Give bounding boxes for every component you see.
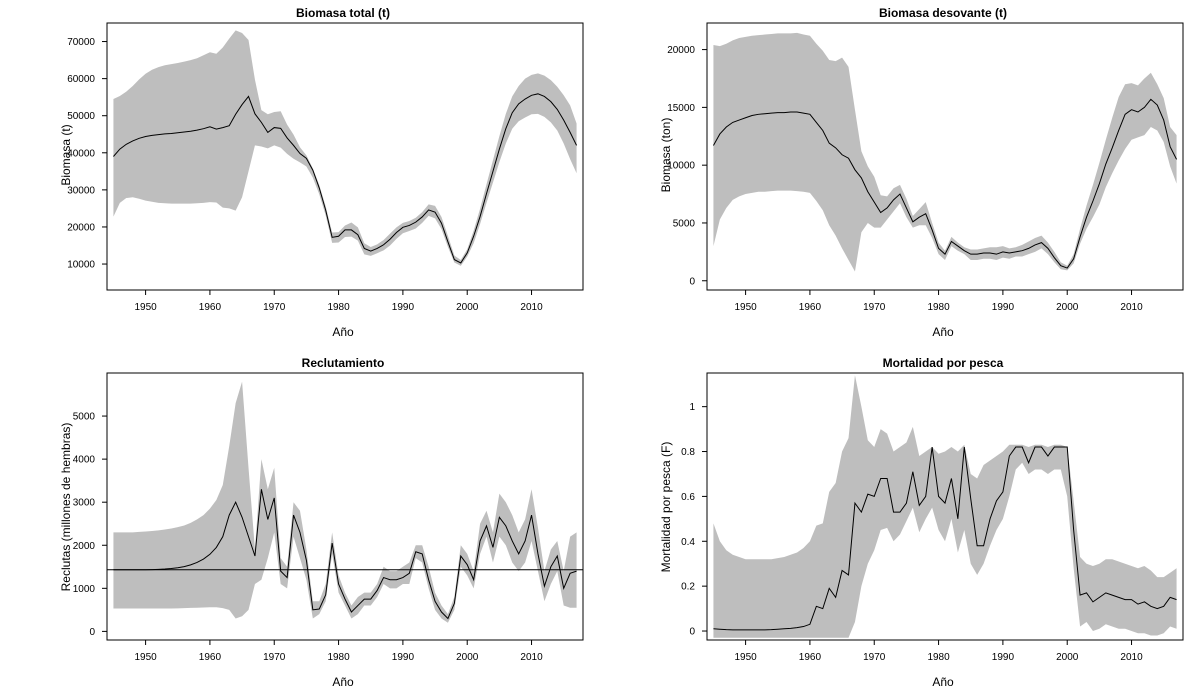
confidence-band — [713, 32, 1177, 272]
x-tick-label: 2000 — [1056, 652, 1079, 663]
plot-frame — [106, 372, 584, 641]
y-tick-label: 1000 — [73, 584, 96, 595]
panel-title: Biomasa total (t) — [296, 6, 390, 20]
y-tick-label: 40000 — [67, 148, 95, 159]
y-tick-label: 0.8 — [681, 447, 695, 458]
y-tick-label: 1 — [689, 402, 695, 413]
y-axis: 0 5000 10000 15000 20000 — [667, 45, 707, 287]
x-tick-label: 1950 — [134, 302, 157, 313]
plot-area — [113, 30, 578, 266]
plot-area — [713, 375, 1177, 638]
x-tick-label: 2000 — [456, 652, 479, 663]
y-axis-label: Reclutas (millones de hembras) — [59, 423, 73, 592]
plot-area — [712, 32, 1178, 272]
y-tick-label: 60000 — [67, 74, 95, 85]
x-axis-label: Año — [332, 325, 354, 339]
x-tick-label: 2010 — [520, 302, 543, 313]
x-tick-label: 1950 — [734, 302, 757, 313]
y-tick-label: 0.2 — [681, 582, 695, 593]
y-tick-label: 0 — [689, 276, 695, 287]
x-tick-label: 1990 — [992, 652, 1015, 663]
y-axis-label: Biomasa (ton) — [659, 118, 673, 193]
plot-frame — [706, 372, 1184, 641]
panel-title: Mortalidad por pesca — [883, 356, 1004, 370]
x-axis: 1950 1960 1970 1980 1990 2000 2010 — [734, 640, 1143, 663]
x-tick-label: 1990 — [392, 652, 415, 663]
panel-mortalidad-por-pesca: Mortalidad por pesca Año Mortalidad por … — [659, 356, 1184, 689]
x-axis-label: Año — [332, 675, 354, 689]
x-tick-label: 1950 — [734, 652, 757, 663]
confidence-band — [713, 375, 1177, 638]
x-tick-label: 2000 — [1056, 302, 1079, 313]
x-tick-label: 1970 — [863, 652, 886, 663]
x-tick-label: 1980 — [327, 652, 350, 663]
y-tick-label: 0.4 — [681, 537, 695, 548]
y-axis-label: Biomasa (t) — [59, 124, 73, 185]
x-tick-label: 1960 — [199, 652, 222, 663]
y-tick-label: 2000 — [73, 541, 96, 552]
x-tick-label: 1970 — [863, 302, 886, 313]
x-tick-label: 2000 — [456, 302, 479, 313]
plot-area — [107, 381, 583, 623]
x-tick-label: 1980 — [327, 302, 350, 313]
x-tick-label: 2010 — [1120, 652, 1143, 663]
panel-title: Biomasa desovante (t) — [879, 6, 1007, 20]
x-axis: 1950 1960 1970 1980 1990 2000 2010 — [134, 640, 543, 663]
panel-reclutamiento: Reclutamiento Año Reclutas (millones de … — [59, 356, 584, 689]
x-tick-label: 1970 — [263, 652, 286, 663]
y-tick-label: 10000 — [667, 161, 695, 172]
y-tick-label: 5000 — [73, 412, 96, 423]
y-tick-label: 0.6 — [681, 492, 695, 503]
estimate-line — [713, 446, 1177, 631]
x-tick-label: 1960 — [799, 652, 822, 663]
x-tick-label: 2010 — [1120, 302, 1143, 313]
estimate-line — [113, 489, 577, 620]
y-tick-label: 20000 — [67, 222, 95, 233]
confidence-band — [113, 30, 577, 266]
x-tick-label: 1980 — [927, 302, 950, 313]
y-axis-label: Mortalidad por pesca (F) — [659, 442, 673, 573]
y-axis: 10000 20000 30000 40000 50000 60000 70000 — [67, 37, 107, 271]
x-tick-label: 1990 — [392, 302, 415, 313]
x-tick-label: 1980 — [927, 652, 950, 663]
y-tick-label: 50000 — [67, 111, 95, 122]
x-tick-label: 1990 — [992, 302, 1015, 313]
y-tick-label: 10000 — [67, 260, 95, 271]
y-tick-label: 0 — [689, 627, 695, 638]
x-tick-label: 1950 — [134, 652, 157, 663]
x-tick-label: 2010 — [520, 652, 543, 663]
confidence-band — [113, 381, 577, 623]
x-axis-label: Año — [932, 675, 954, 689]
y-tick-label: 70000 — [67, 37, 95, 48]
x-axis: 1950 1960 1970 1980 1990 2000 2010 — [134, 290, 543, 313]
y-axis: 0 0.2 0.4 0.6 0.8 1 — [681, 402, 707, 638]
y-tick-label: 15000 — [667, 103, 695, 114]
y-tick-label: 3000 — [73, 498, 96, 509]
y-tick-label: 20000 — [667, 45, 695, 56]
x-axis: 1950 1960 1970 1980 1990 2000 2010 — [734, 290, 1143, 313]
y-tick-label: 5000 — [673, 218, 696, 229]
y-axis: 0 1000 2000 3000 4000 5000 — [73, 412, 107, 638]
y-tick-label: 0 — [89, 627, 95, 638]
panel-title: Reclutamiento — [302, 356, 385, 370]
x-tick-label: 1970 — [263, 302, 286, 313]
x-tick-label: 1960 — [199, 302, 222, 313]
panel-biomasa-desovante: Biomasa desovante (t) Año Biomasa (ton) … — [659, 6, 1184, 339]
plot-frame — [706, 22, 1184, 291]
estimate-line — [113, 93, 578, 264]
plot-frame — [106, 22, 584, 291]
y-tick-label: 30000 — [67, 185, 95, 196]
panel-biomasa-total: Biomasa total (t) Año Biomasa (t) 1950 19… — [59, 6, 584, 339]
y-tick-label: 4000 — [73, 455, 96, 466]
estimate-line — [712, 98, 1178, 269]
x-axis-label: Año — [932, 325, 954, 339]
x-tick-label: 1960 — [799, 302, 822, 313]
